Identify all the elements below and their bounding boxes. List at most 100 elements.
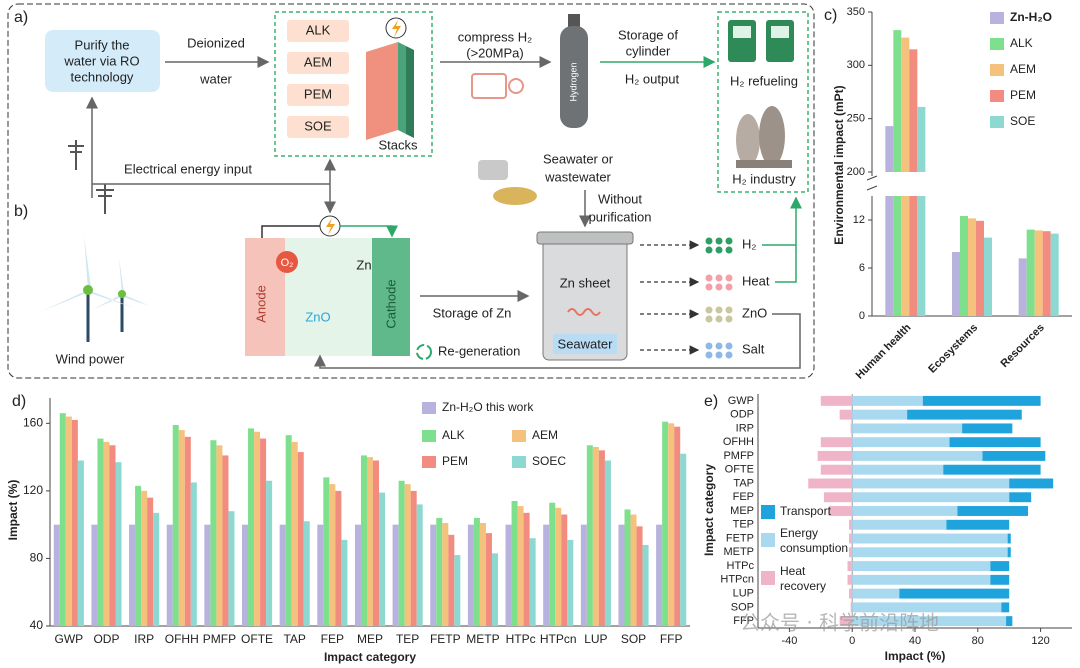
industry-icon xyxy=(736,160,792,168)
bar xyxy=(379,492,386,626)
legend-swatch xyxy=(990,90,1004,102)
dot xyxy=(725,306,733,314)
panel-label: d) xyxy=(12,393,26,410)
bar xyxy=(341,539,348,626)
bolt xyxy=(392,20,401,37)
zno-label: ZnO xyxy=(305,309,330,324)
legend-label: PEM xyxy=(442,454,468,468)
y-tick-label: GWP xyxy=(728,395,754,407)
turbine-blades xyxy=(40,236,150,312)
y-tick-label: 160 xyxy=(23,416,43,430)
arrow-label: Storage of xyxy=(618,27,678,42)
y-tick-label: IRP xyxy=(736,422,754,434)
dot xyxy=(715,342,723,350)
bar xyxy=(922,395,1041,406)
bar xyxy=(852,506,958,516)
bar xyxy=(852,409,908,420)
dot xyxy=(725,342,733,350)
dot xyxy=(715,306,723,314)
bar xyxy=(153,512,160,626)
bar xyxy=(662,421,669,626)
legend-label: ALK xyxy=(1010,36,1033,50)
y-tick-label: 6 xyxy=(859,262,865,274)
x-axis-label: Impact (%) xyxy=(885,649,946,663)
dot xyxy=(705,246,713,254)
bar xyxy=(828,506,853,516)
bar xyxy=(65,416,72,626)
bar xyxy=(204,524,211,626)
bar xyxy=(852,519,947,530)
x-tick-label: OFTE xyxy=(241,632,273,646)
bar xyxy=(549,502,556,626)
bar xyxy=(190,482,197,626)
bar xyxy=(1009,492,1032,503)
bar xyxy=(543,524,550,626)
y-tick-label: HTPc xyxy=(727,560,755,572)
x-tick-label: TAP xyxy=(283,632,305,646)
bar xyxy=(360,455,367,626)
bar xyxy=(630,514,637,626)
bar xyxy=(491,553,498,626)
bar xyxy=(141,490,148,626)
bar xyxy=(604,460,611,626)
seawater-layer xyxy=(553,334,617,354)
bar xyxy=(228,511,235,626)
bar xyxy=(598,450,605,626)
panel-border xyxy=(7,3,815,379)
bar xyxy=(53,524,60,626)
bar xyxy=(820,437,853,448)
bar-upper xyxy=(917,106,926,172)
dot xyxy=(715,246,723,254)
reactor-lid xyxy=(536,231,634,245)
bar xyxy=(586,445,593,626)
y-tick-label: MEP xyxy=(730,505,754,517)
y-tick-label: 12 xyxy=(853,214,865,226)
stack-slab xyxy=(366,42,398,140)
bolt xyxy=(326,218,335,235)
x-tick-label: -40 xyxy=(781,635,797,647)
regeneration-label: Re-generation xyxy=(438,343,520,358)
source-label: Without xyxy=(598,191,642,206)
regeneration-loop xyxy=(314,313,801,369)
y-tick-label: FETP xyxy=(726,532,754,544)
legend-swatch xyxy=(512,456,526,468)
bar xyxy=(852,423,963,434)
cathode xyxy=(372,238,410,356)
bar xyxy=(178,430,185,626)
arrow-label: compress H₂ xyxy=(458,29,532,44)
bar xyxy=(103,441,110,626)
bar xyxy=(852,547,1008,558)
legend-swatch xyxy=(761,505,775,519)
y-tick-label: 200 xyxy=(847,166,865,178)
bar-upper xyxy=(885,126,894,172)
x-tick-label: 80 xyxy=(972,635,984,647)
panel-label: a) xyxy=(14,9,28,26)
legend-swatch xyxy=(512,430,526,442)
bar xyxy=(366,457,374,626)
x-tick-label: ODP xyxy=(93,632,119,646)
bar-upper xyxy=(901,37,910,172)
bar xyxy=(820,464,853,475)
bar xyxy=(580,524,587,626)
x-tick-label: Resources xyxy=(999,322,1047,370)
bar xyxy=(135,485,142,626)
y-tick-label: HTPcn xyxy=(720,574,754,586)
y-tick-label: 350 xyxy=(847,6,865,18)
bar xyxy=(410,490,417,626)
legend-label: Zn-H₂O xyxy=(1010,10,1052,24)
bar xyxy=(852,616,1007,627)
x-tick-label: HTPcn xyxy=(540,632,577,646)
dot xyxy=(725,274,733,282)
coil xyxy=(567,308,601,316)
x-tick-label: 120 xyxy=(1031,635,1049,647)
bar xyxy=(430,524,437,626)
bar xyxy=(210,440,217,626)
bar xyxy=(982,450,1046,461)
dot xyxy=(705,315,713,323)
stack-slab xyxy=(406,46,414,138)
y-axis-label: Impact (%) xyxy=(6,480,20,541)
ro-text: Purify the xyxy=(75,37,130,52)
connector-label: Electrical energy input xyxy=(124,161,252,176)
bar xyxy=(852,478,1010,489)
